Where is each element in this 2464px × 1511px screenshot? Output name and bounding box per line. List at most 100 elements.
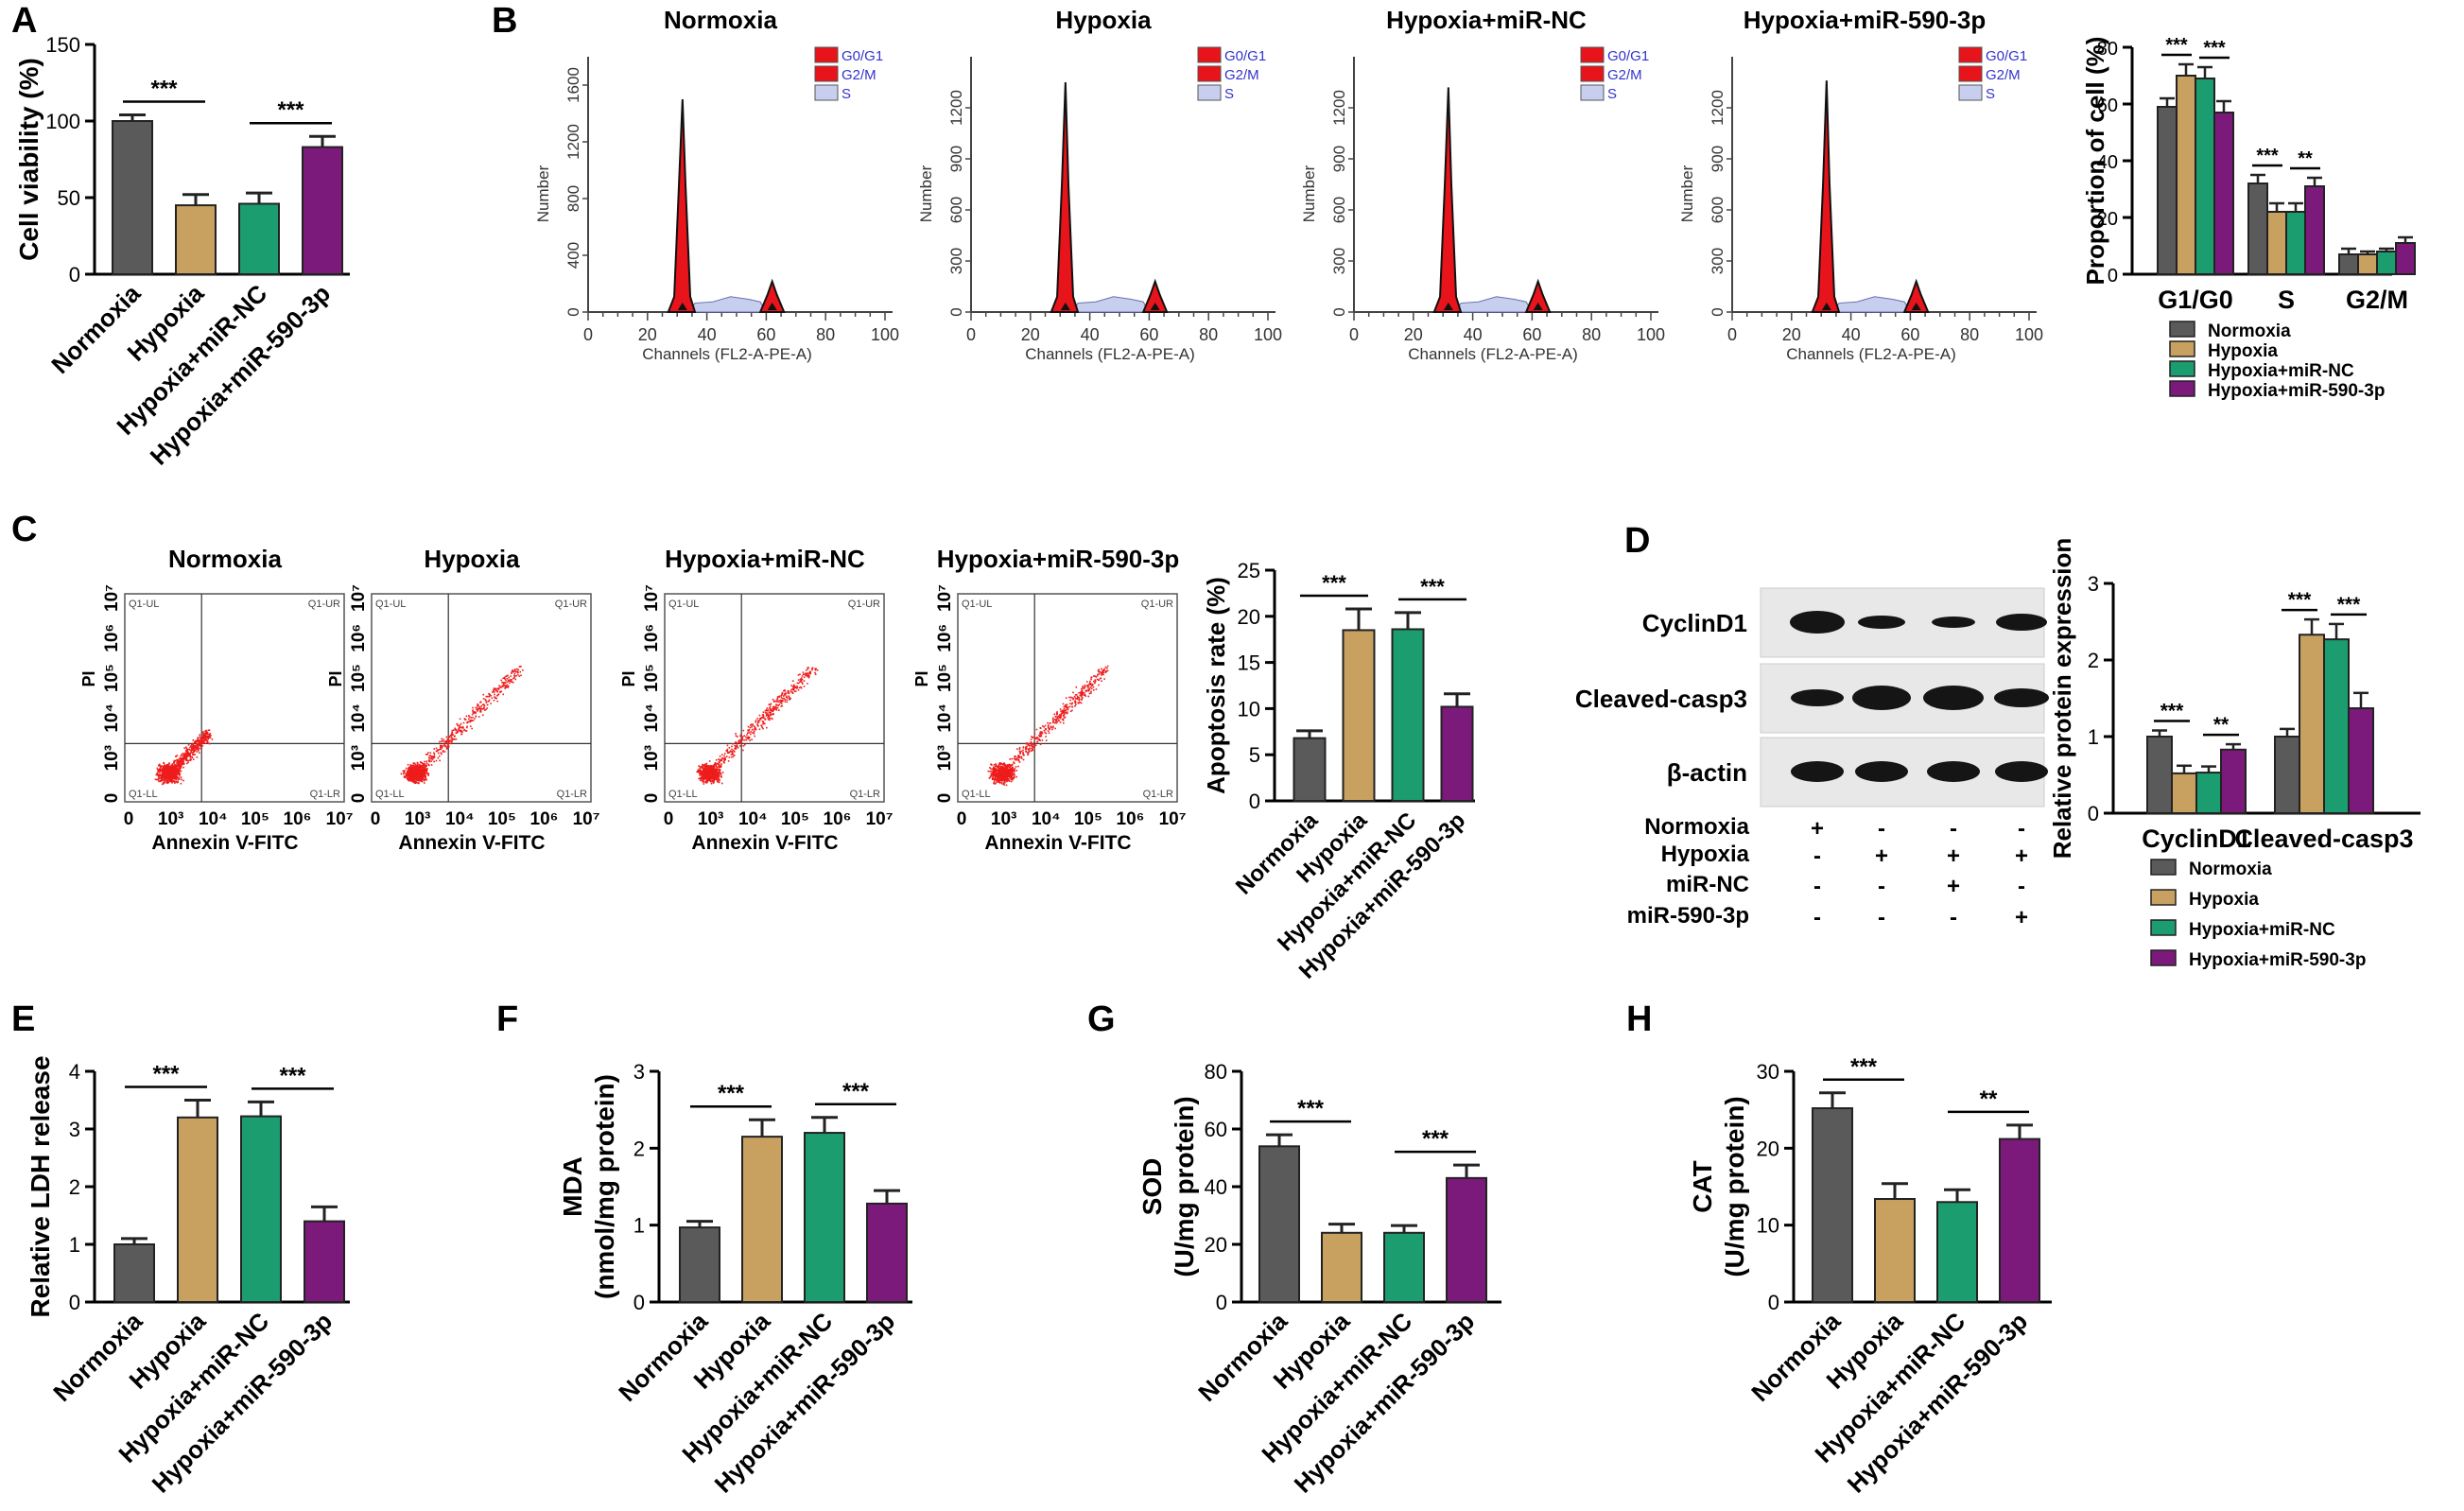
dot xyxy=(193,748,196,751)
dot xyxy=(185,755,188,756)
dot xyxy=(459,725,460,727)
dot xyxy=(750,723,753,726)
dot xyxy=(165,781,166,784)
dot xyxy=(166,776,169,779)
dot xyxy=(161,770,163,773)
dot xyxy=(1041,739,1044,741)
legend-swatch xyxy=(1958,65,1983,82)
dot xyxy=(421,780,424,783)
dot xyxy=(178,764,181,767)
dot xyxy=(439,744,442,747)
dot xyxy=(417,769,419,772)
y-tick-label: 1200 xyxy=(947,90,965,126)
dot xyxy=(492,691,494,693)
dot xyxy=(491,697,494,700)
dot xyxy=(206,731,209,734)
dot xyxy=(744,743,746,746)
dot xyxy=(415,769,418,772)
dot xyxy=(495,688,496,690)
dot xyxy=(174,763,176,766)
dot xyxy=(409,773,412,774)
dot xyxy=(745,738,748,741)
dot xyxy=(206,736,209,738)
dot xyxy=(1009,776,1011,779)
dot xyxy=(993,779,996,781)
dot xyxy=(719,779,720,781)
dot xyxy=(415,764,418,767)
dot xyxy=(997,776,999,778)
dot xyxy=(454,727,457,730)
significance-label: *** xyxy=(2203,38,2226,59)
dot xyxy=(158,773,161,776)
dot xyxy=(1079,701,1081,703)
dot xyxy=(156,767,159,770)
dot xyxy=(505,685,507,686)
dot xyxy=(1008,766,1011,769)
dot xyxy=(706,769,709,772)
dot xyxy=(712,773,715,775)
dot xyxy=(477,703,478,705)
dot xyxy=(206,737,209,739)
dot xyxy=(794,686,797,689)
dot xyxy=(423,778,425,781)
dot xyxy=(419,769,421,772)
dot xyxy=(189,749,191,752)
x-tick-label: 10⁴ xyxy=(445,809,475,829)
y-tick-label: 1200 xyxy=(564,124,582,160)
bar-s-4 xyxy=(2304,185,2325,275)
dot xyxy=(1051,728,1053,731)
dot xyxy=(196,748,198,750)
dot xyxy=(425,774,427,777)
y-tick-label: 10⁴ xyxy=(349,703,369,733)
y-tick-label: 900 xyxy=(947,146,965,172)
dot xyxy=(194,741,196,743)
dot xyxy=(741,738,744,741)
dot xyxy=(711,775,713,777)
dot xyxy=(774,705,776,708)
dot xyxy=(174,769,177,772)
dot xyxy=(180,755,182,757)
dot xyxy=(470,719,472,721)
dot xyxy=(182,757,185,759)
y-tick-label: 60 xyxy=(2097,96,2118,116)
dot xyxy=(425,762,428,764)
x-tick-label: 20 xyxy=(1404,325,1423,344)
x-tick-label: 60 xyxy=(756,325,775,344)
dot xyxy=(505,682,507,684)
dot xyxy=(513,672,516,675)
dot xyxy=(178,757,181,760)
y-tick-label: 2 xyxy=(69,1175,80,1199)
dot xyxy=(405,774,408,777)
dot xyxy=(1086,686,1089,689)
blot-label: CyclinD1 xyxy=(1642,609,1747,637)
dot xyxy=(485,702,488,703)
dot xyxy=(739,734,742,737)
dot xyxy=(192,754,194,756)
dot xyxy=(1018,748,1021,751)
dot xyxy=(177,765,180,768)
dot xyxy=(1072,698,1074,701)
dot xyxy=(408,773,410,776)
dot xyxy=(493,699,495,702)
dot xyxy=(162,782,165,784)
dot xyxy=(1052,717,1054,720)
dot xyxy=(704,768,706,771)
dot xyxy=(717,772,720,773)
dot xyxy=(490,695,493,697)
dot xyxy=(1056,716,1059,718)
dot xyxy=(420,770,423,772)
dot xyxy=(737,736,738,738)
dot xyxy=(496,687,499,690)
dot xyxy=(413,773,415,775)
dot xyxy=(167,763,169,766)
dot xyxy=(702,770,704,772)
dot xyxy=(420,773,423,775)
x-tick-label: 100 xyxy=(2015,325,2043,344)
legend-label: G2/M xyxy=(1607,67,1642,83)
dot xyxy=(1106,669,1109,672)
dot xyxy=(797,688,800,691)
peak-marker xyxy=(1911,303,1921,310)
dot xyxy=(702,776,703,779)
significance-label: *** xyxy=(150,77,178,102)
